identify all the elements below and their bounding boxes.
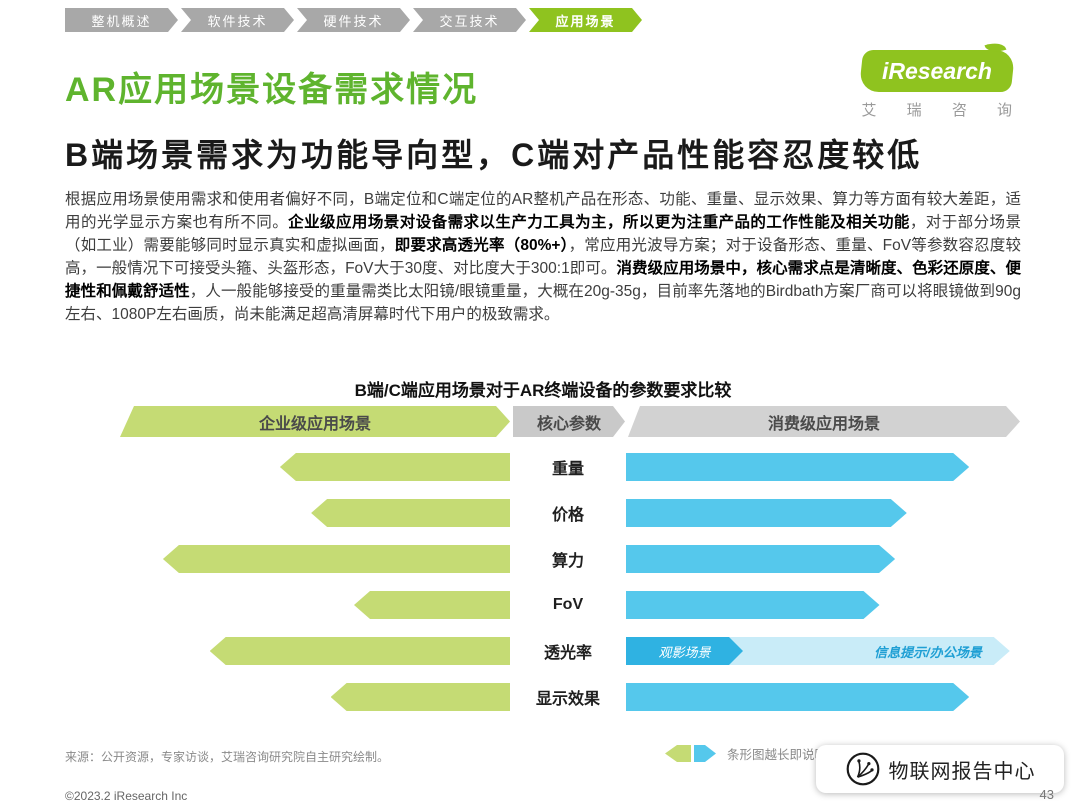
consumer-bar-segment-light: 信息提示/办公场景	[729, 637, 1010, 665]
page-subtitle: B端场景需求为功能导向型，C端对产品性能容忍度较低	[65, 137, 923, 173]
consumer-bar-cell	[626, 683, 1016, 711]
title-row: AR应用场景设备需求情况 iResearch 艾 瑞 咨 询	[65, 39, 1025, 120]
enterprise-bar	[330, 683, 510, 711]
body-text-segment: 根据应用场景使用需求和使用者偏好不同，B端定位和C端定位的AR整机产品在形态、功…	[65, 191, 1021, 231]
chart-header-consumer: 消费级应用场景	[628, 406, 1020, 437]
body-text-segment: ，人一般能够接受的重量需类比太阳镜/眼镜重量，大概在20g-35g，目前率先落地…	[65, 283, 1021, 323]
enterprise-bar	[354, 591, 510, 619]
watermark-badge: 物联网报告中心	[816, 745, 1064, 793]
chart-row: 算力	[120, 545, 1021, 573]
chart-row: 重量	[120, 453, 1021, 481]
bar-segment-label: 信息提示/办公场景	[874, 644, 982, 660]
chart-row: 透光率 观影场景 信息提示/办公场景	[120, 637, 1021, 665]
enterprise-bar-cell	[120, 637, 510, 665]
enterprise-bar-cell	[120, 591, 510, 619]
chart-row: 显示效果	[120, 683, 1021, 711]
tab-hardware[interactable]: 硬件技术	[297, 8, 410, 32]
consumer-bar-cell	[626, 499, 1016, 527]
body-text-segment: ，对于部分场景（如工业）需要能够同时显示真实和虚拟画面，	[65, 214, 1021, 254]
enterprise-bar-cell	[120, 499, 510, 527]
consumer-bar	[626, 545, 895, 573]
enterprise-bar	[311, 499, 510, 527]
green-bar-legend-icon	[665, 745, 691, 762]
parameter-label: 价格	[551, 507, 584, 524]
enterprise-bar-cell	[120, 545, 510, 573]
tab-overview[interactable]: 整机概述	[65, 8, 178, 32]
body-text-segment: ，常应用光波导方案；对于设备形态、重量、FoV等参数容忍度较高，一般情况下可接受…	[65, 237, 1021, 277]
parameter-label: 显示效果	[535, 691, 600, 708]
consumer-bar	[626, 683, 969, 711]
watermark-text: 物联网报告中心	[888, 760, 1036, 783]
parameter-label: 透光率	[543, 645, 592, 662]
consumer-bar-cell	[626, 591, 1016, 619]
chart-header-enterprise: 企业级应用场景	[120, 406, 510, 437]
page-number: 43	[1039, 787, 1054, 802]
tab-interaction[interactable]: 交互技术	[413, 8, 526, 32]
consumer-bar-cell	[626, 453, 1016, 481]
source-note: 来源：公开资源，专家访谈，艾瑞咨询研究院自主研究绘制。	[65, 750, 390, 764]
parameter-label: FoV	[552, 596, 584, 613]
chart-row: 价格	[120, 499, 1021, 527]
consumer-bar-cell	[626, 545, 1016, 573]
leaf-icon	[984, 39, 1007, 56]
bar-segment-label: 观影场景	[658, 644, 711, 660]
iresearch-logo: iResearch 艾 瑞 咨 询	[848, 39, 1025, 120]
body-paragraph: 根据应用场景使用需求和使用者偏好不同，B端定位和C端定位的AR整机产品在形态、功…	[65, 188, 1021, 326]
enterprise-bar-cell	[120, 683, 510, 711]
chart-title: B端/C端应用场景对于AR终端设备的参数要求比较	[354, 381, 732, 400]
consumer-bar-cell: 观影场景 信息提示/办公场景	[626, 637, 1016, 665]
body-text-segment: 消费级应用场景中，核心需求点是清晰度、色彩还原度、便捷性和佩戴舒适性	[65, 260, 1021, 300]
enterprise-bar	[209, 637, 510, 665]
iresearch-logo-text: iResearch	[881, 57, 992, 84]
page-title: AR应用场景设备需求情况	[65, 71, 479, 109]
consumer-bar	[626, 591, 880, 619]
consumer-bar-segment-dark: 观影场景	[626, 637, 743, 665]
chart-rows: 重量价格算力 FoV 透光率 观影场景 信息提示/办公场景显示效果	[120, 453, 1021, 711]
chart-footer-row: 来源：公开资源，专家访谈，艾瑞咨询研究院自主研究绘制。 条形图越长即说明对此参数…	[65, 744, 1021, 768]
body-text-segment: 企业级应用场景对设备需求以生产力工具为主，所以更为注重产品的工作性能及相关功能	[288, 214, 910, 231]
enterprise-bar	[279, 453, 510, 481]
enterprise-bar	[162, 545, 510, 573]
chart-header-parameters: 核心参数	[513, 406, 625, 437]
copyright-text: ©2023.2 iResearch Inc	[65, 789, 188, 803]
iresearch-logo-badge: iResearch	[858, 39, 1015, 92]
blue-bar-legend-icon	[694, 745, 716, 762]
consumer-bar	[626, 499, 907, 527]
tab-application[interactable]: 应用场景	[529, 8, 642, 32]
nav-tabs: 整机概述 软件技术 硬件技术 交互技术 应用场景	[65, 8, 642, 32]
consumer-bar	[626, 453, 969, 481]
body-text-segment: 即要求高透光率（80%+）	[394, 237, 569, 254]
comparison-chart: 企业级应用场景 核心参数 消费级应用场景 重量价格算力 FoV 透光率 观影场景 信息提…	[65, 406, 1021, 711]
parameter-label: 重量	[551, 461, 584, 478]
tab-software[interactable]: 软件技术	[181, 8, 294, 32]
chart-header: 企业级应用场景 核心参数 消费级应用场景	[120, 406, 1021, 437]
enterprise-bar-cell	[120, 453, 510, 481]
iot-center-logo-icon	[846, 752, 879, 786]
parameter-label: 算力	[551, 553, 584, 570]
chart-row: FoV	[120, 591, 1021, 619]
iresearch-logo-subtext: 艾 瑞 咨 询	[861, 102, 1025, 119]
